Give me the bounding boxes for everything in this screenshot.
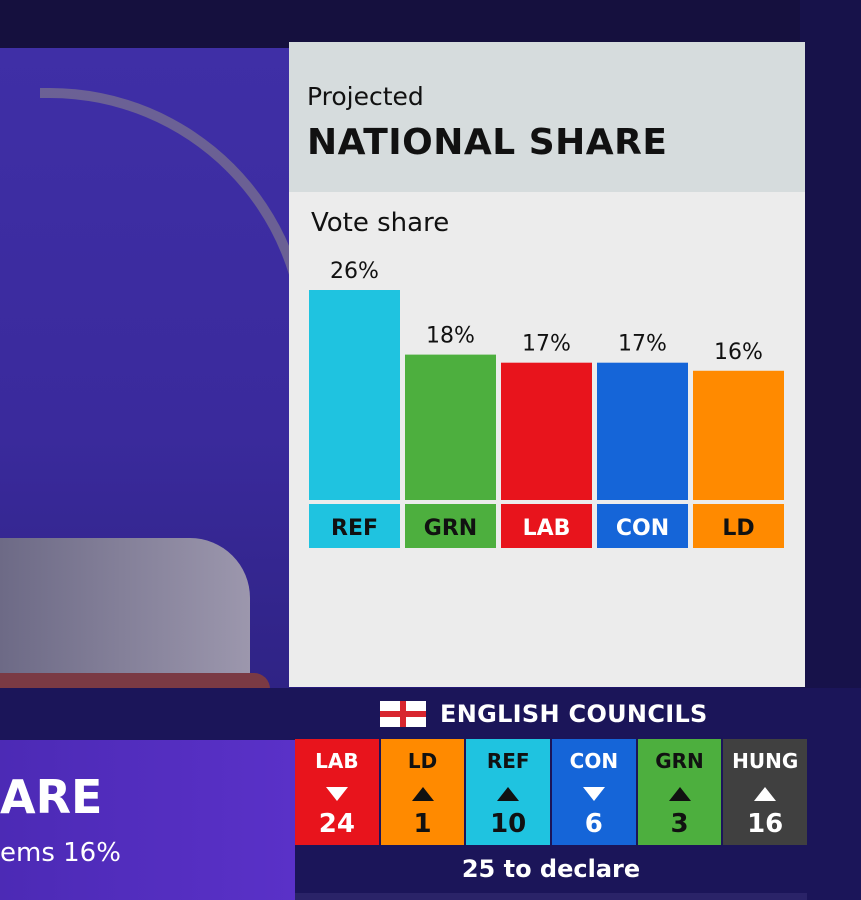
councils-title: ENGLISH COUNCILS xyxy=(380,697,708,731)
category-box-grn xyxy=(405,504,496,548)
data-label-ld: 16% xyxy=(714,340,763,365)
council-count: 10 xyxy=(490,809,527,839)
arrow-up-icon xyxy=(411,787,434,801)
bar-lab xyxy=(501,362,592,500)
council-tile-grn: GRN 3 xyxy=(637,739,722,845)
category-box-ref xyxy=(309,504,400,548)
data-label-lab: 17% xyxy=(522,332,571,357)
bar-con xyxy=(597,362,688,500)
category-label-con: CON xyxy=(616,516,669,541)
council-count: 16 xyxy=(747,809,784,839)
council-count: 3 xyxy=(670,809,689,839)
council-tile-hung: HUNG 16 xyxy=(723,739,808,845)
bar-grn xyxy=(405,354,496,500)
to-declare: 25 to declare xyxy=(461,855,641,883)
council-count: 1 xyxy=(413,809,432,839)
arrow-up-icon xyxy=(754,787,777,801)
category-box-con xyxy=(597,504,688,548)
england-flag-icon xyxy=(380,701,426,727)
council-count: 6 xyxy=(584,809,603,839)
national-share-card: Projected NATIONAL SHARE Vote share 26% R… xyxy=(289,42,805,687)
category-label-ld: LD xyxy=(722,516,754,541)
category-box-ld xyxy=(693,504,784,548)
kicker: Projected xyxy=(307,82,424,111)
studio-panel xyxy=(0,48,310,711)
data-label-con: 17% xyxy=(618,332,667,357)
bar-ld xyxy=(693,370,784,500)
background-caption-line: ems 16% xyxy=(0,838,121,868)
council-count: 24 xyxy=(318,809,355,839)
council-tile-ref: REF 10 xyxy=(466,739,551,845)
staircase-rail xyxy=(40,88,310,458)
council-tile-ld: LD 1 xyxy=(380,739,465,845)
arrow-down-icon xyxy=(325,787,348,801)
frame-top xyxy=(0,0,861,48)
bottom-bar xyxy=(295,893,807,900)
data-label-ref: 26% xyxy=(330,259,379,284)
council-party: LAB xyxy=(315,749,359,773)
category-label-grn: GRN xyxy=(424,516,477,541)
arrow-down-icon xyxy=(582,787,605,801)
council-party: HUNG xyxy=(732,749,799,773)
card-header: Projected NATIONAL SHARE xyxy=(289,42,805,192)
bar-ref xyxy=(309,290,400,500)
background-caption-word: ARE xyxy=(0,770,103,824)
council-tiles: LAB 24 LD 1 REF 10 CON 6 GRN 3 HUNG 16 xyxy=(295,739,808,845)
arrow-up-icon xyxy=(668,787,691,801)
arrow-up-icon xyxy=(497,787,520,801)
category-label-lab: LAB xyxy=(523,516,571,541)
staircase-step xyxy=(0,538,250,688)
category-label-ref: REF xyxy=(331,516,378,541)
councils-title-text: ENGLISH COUNCILS xyxy=(440,700,708,728)
council-tile-lab: LAB 24 xyxy=(295,739,379,845)
data-label-grn: 18% xyxy=(426,324,475,349)
background-caption: ARE ems 16% xyxy=(0,740,295,900)
council-tile-con: CON 6 xyxy=(552,739,636,845)
council-party: GRN xyxy=(655,749,704,773)
council-party: REF xyxy=(486,749,530,773)
vote-share-chart: 26% REF 18% GRN 17% LAB 17% CON 16% LD xyxy=(309,259,784,548)
category-box-lab xyxy=(501,504,592,548)
chart-subtitle: Vote share xyxy=(311,208,450,238)
council-party: CON xyxy=(569,749,619,773)
headline: NATIONAL SHARE xyxy=(307,122,668,163)
council-party: LD xyxy=(407,749,438,773)
